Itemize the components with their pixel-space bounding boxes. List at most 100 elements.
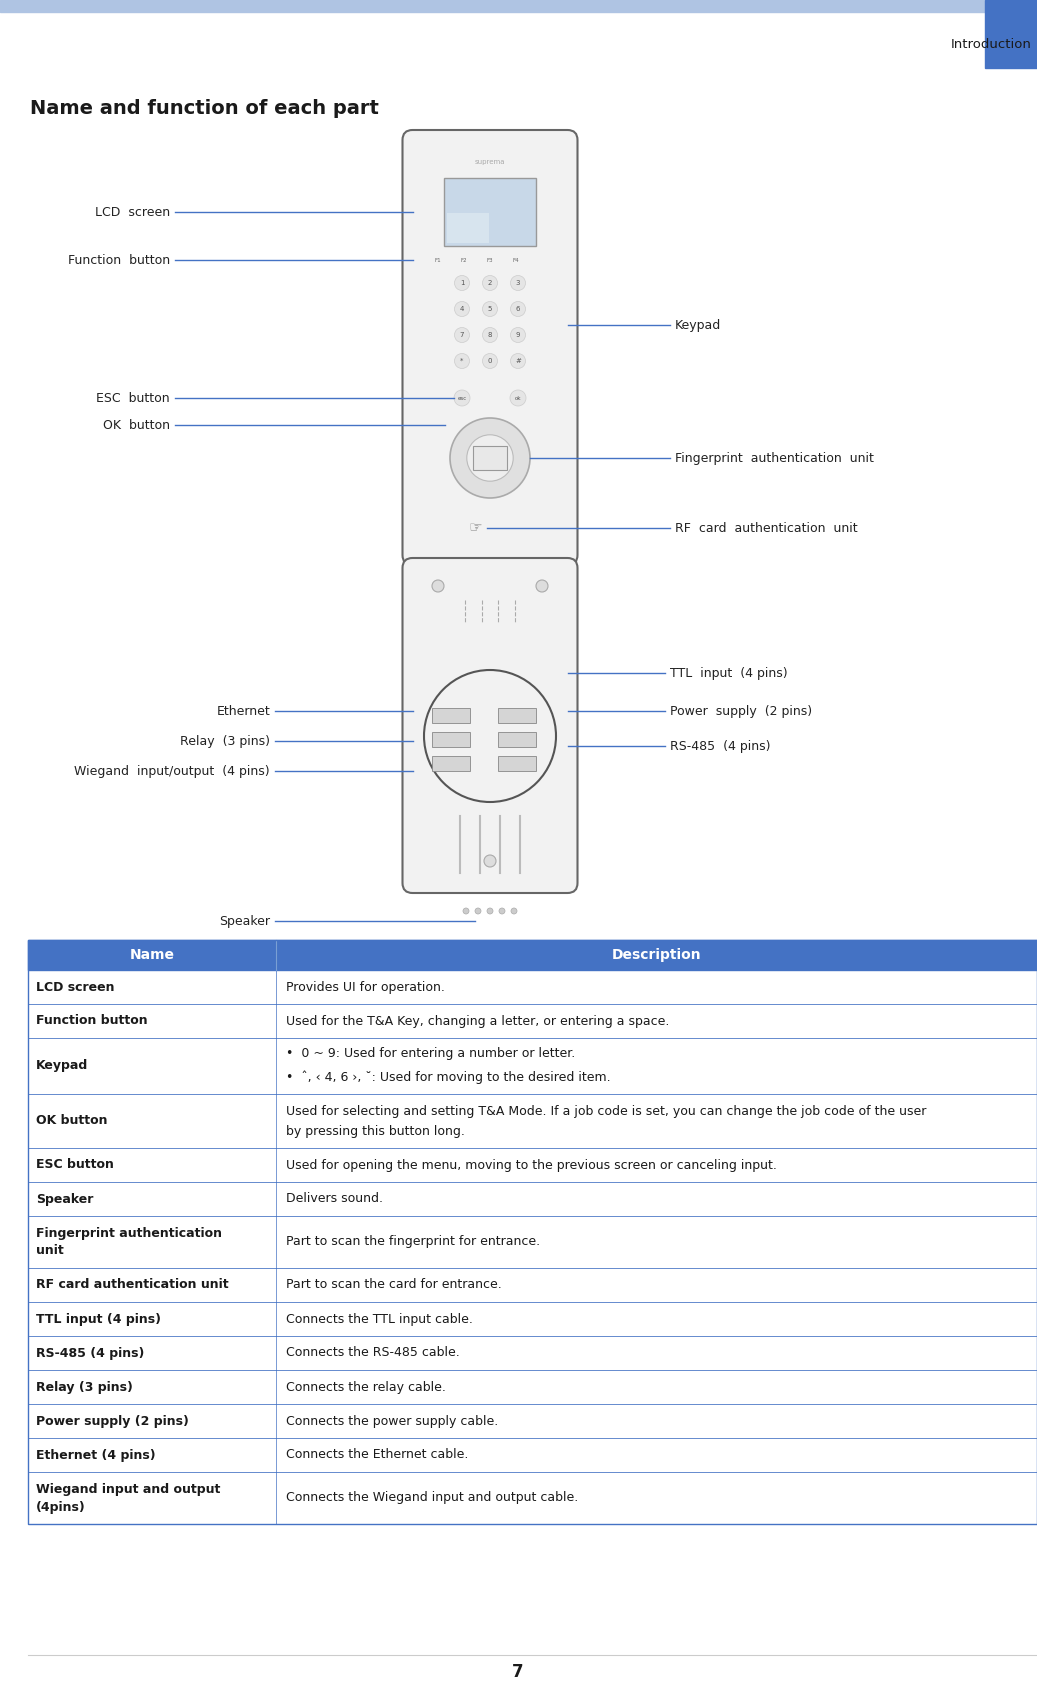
Circle shape — [510, 302, 526, 317]
Bar — [28, 1147, 1037, 1183]
Text: Connects the TTL input cable.: Connects the TTL input cable. — [286, 1312, 473, 1326]
Text: Function button: Function button — [36, 1014, 147, 1027]
Text: RF card authentication unit: RF card authentication unit — [36, 1279, 228, 1292]
Bar — [28, 1404, 1037, 1437]
Circle shape — [511, 908, 517, 914]
Circle shape — [482, 327, 498, 342]
Text: Connects the Ethernet cable.: Connects the Ethernet cable. — [286, 1449, 469, 1461]
Text: Connects the power supply cable.: Connects the power supply cable. — [286, 1414, 498, 1427]
Circle shape — [482, 275, 498, 290]
Text: OK  button: OK button — [103, 418, 170, 432]
Text: Used for selecting and setting T&A Mode. If a job code is set, you can change th: Used for selecting and setting T&A Mode.… — [286, 1105, 926, 1117]
Text: 3: 3 — [515, 280, 521, 287]
Text: F2: F2 — [460, 258, 468, 263]
Text: Ethernet (4 pins): Ethernet (4 pins) — [36, 1449, 156, 1461]
Bar — [28, 1004, 1037, 1038]
Text: RS-485  (4 pins): RS-485 (4 pins) — [670, 739, 770, 752]
Text: #: # — [515, 358, 521, 364]
Bar — [444, 179, 536, 246]
Text: ☞: ☞ — [468, 521, 482, 535]
Text: unit: unit — [36, 1245, 63, 1257]
Circle shape — [482, 354, 498, 368]
Bar — [28, 940, 1037, 1523]
Text: Relay  (3 pins): Relay (3 pins) — [180, 734, 270, 747]
Bar — [432, 709, 470, 724]
Text: RS-485 (4 pins): RS-485 (4 pins) — [36, 1346, 144, 1360]
Circle shape — [510, 327, 526, 342]
Circle shape — [482, 302, 498, 317]
Bar — [985, 0, 1037, 67]
Text: Wiegand input and output: Wiegand input and output — [36, 1483, 221, 1495]
Bar — [432, 732, 470, 747]
Text: Description: Description — [612, 948, 701, 962]
Text: 2: 2 — [487, 280, 493, 287]
Bar — [498, 732, 536, 747]
Text: Fingerprint  authentication  unit: Fingerprint authentication unit — [675, 452, 874, 464]
Text: ESC  button: ESC button — [96, 391, 170, 405]
Text: LCD screen: LCD screen — [36, 980, 114, 994]
Text: by pressing this button long.: by pressing this button long. — [286, 1125, 465, 1137]
Text: 9: 9 — [515, 332, 521, 337]
Text: 6: 6 — [515, 305, 521, 312]
Text: F1: F1 — [435, 258, 442, 263]
Bar — [432, 756, 470, 771]
Text: Power supply (2 pins): Power supply (2 pins) — [36, 1414, 189, 1427]
Text: *: * — [460, 358, 464, 364]
Text: 1: 1 — [459, 280, 465, 287]
Text: 7: 7 — [459, 332, 465, 337]
Bar — [28, 1302, 1037, 1336]
Text: TTL  input  (4 pins): TTL input (4 pins) — [670, 666, 788, 680]
Text: Used for opening the menu, moving to the previous screen or canceling input.: Used for opening the menu, moving to the… — [286, 1159, 777, 1171]
Circle shape — [463, 908, 469, 914]
Bar — [28, 1269, 1037, 1302]
Text: 0: 0 — [487, 358, 493, 364]
Circle shape — [475, 908, 481, 914]
Text: TTL input (4 pins): TTL input (4 pins) — [36, 1312, 161, 1326]
Text: Part to scan the card for entrance.: Part to scan the card for entrance. — [286, 1279, 502, 1292]
Text: Provides UI for operation.: Provides UI for operation. — [286, 980, 445, 994]
Text: Speaker: Speaker — [219, 914, 270, 928]
Text: (4pins): (4pins) — [36, 1500, 86, 1513]
Text: Delivers sound.: Delivers sound. — [286, 1193, 383, 1206]
Text: ok: ok — [514, 395, 522, 400]
Bar — [473, 445, 507, 471]
Circle shape — [432, 580, 444, 592]
Bar — [28, 1336, 1037, 1370]
Bar — [28, 1038, 1037, 1093]
Circle shape — [454, 302, 470, 317]
Bar — [28, 970, 1037, 1004]
Text: ESC button: ESC button — [36, 1159, 114, 1171]
Text: Connects the RS-485 cable.: Connects the RS-485 cable. — [286, 1346, 459, 1360]
Bar — [28, 1437, 1037, 1473]
Bar — [28, 1473, 1037, 1523]
Bar — [498, 756, 536, 771]
Text: RF  card  authentication  unit: RF card authentication unit — [675, 521, 858, 535]
Bar — [28, 940, 1037, 970]
Circle shape — [487, 908, 493, 914]
Text: •  ˆ, ‹ 4, 6 ›, ˘: Used for moving to the desired item.: • ˆ, ‹ 4, 6 ›, ˘: Used for moving to the… — [286, 1071, 611, 1085]
Text: Connects the Wiegand input and output cable.: Connects the Wiegand input and output ca… — [286, 1491, 579, 1505]
Text: LCD  screen: LCD screen — [94, 206, 170, 219]
Circle shape — [467, 435, 513, 481]
Circle shape — [499, 908, 505, 914]
Circle shape — [484, 855, 496, 867]
Text: Introduction: Introduction — [951, 37, 1032, 51]
Text: Relay (3 pins): Relay (3 pins) — [36, 1380, 133, 1393]
Text: Used for the T&A Key, changing a letter, or entering a space.: Used for the T&A Key, changing a letter,… — [286, 1014, 669, 1027]
Circle shape — [450, 418, 530, 498]
Text: 7: 7 — [512, 1663, 524, 1680]
Text: Part to scan the fingerprint for entrance.: Part to scan the fingerprint for entranc… — [286, 1235, 540, 1248]
Text: Ethernet: Ethernet — [217, 705, 270, 717]
Text: Power  supply  (2 pins): Power supply (2 pins) — [670, 705, 812, 717]
Text: F3: F3 — [486, 258, 494, 263]
Circle shape — [454, 327, 470, 342]
Bar — [498, 709, 536, 724]
Bar — [28, 1370, 1037, 1404]
Text: 4: 4 — [459, 305, 465, 312]
Circle shape — [510, 390, 526, 407]
Bar — [28, 1183, 1037, 1216]
Text: Name: Name — [130, 948, 174, 962]
Circle shape — [454, 275, 470, 290]
Text: Keypad: Keypad — [36, 1059, 88, 1073]
Bar — [28, 1216, 1037, 1269]
